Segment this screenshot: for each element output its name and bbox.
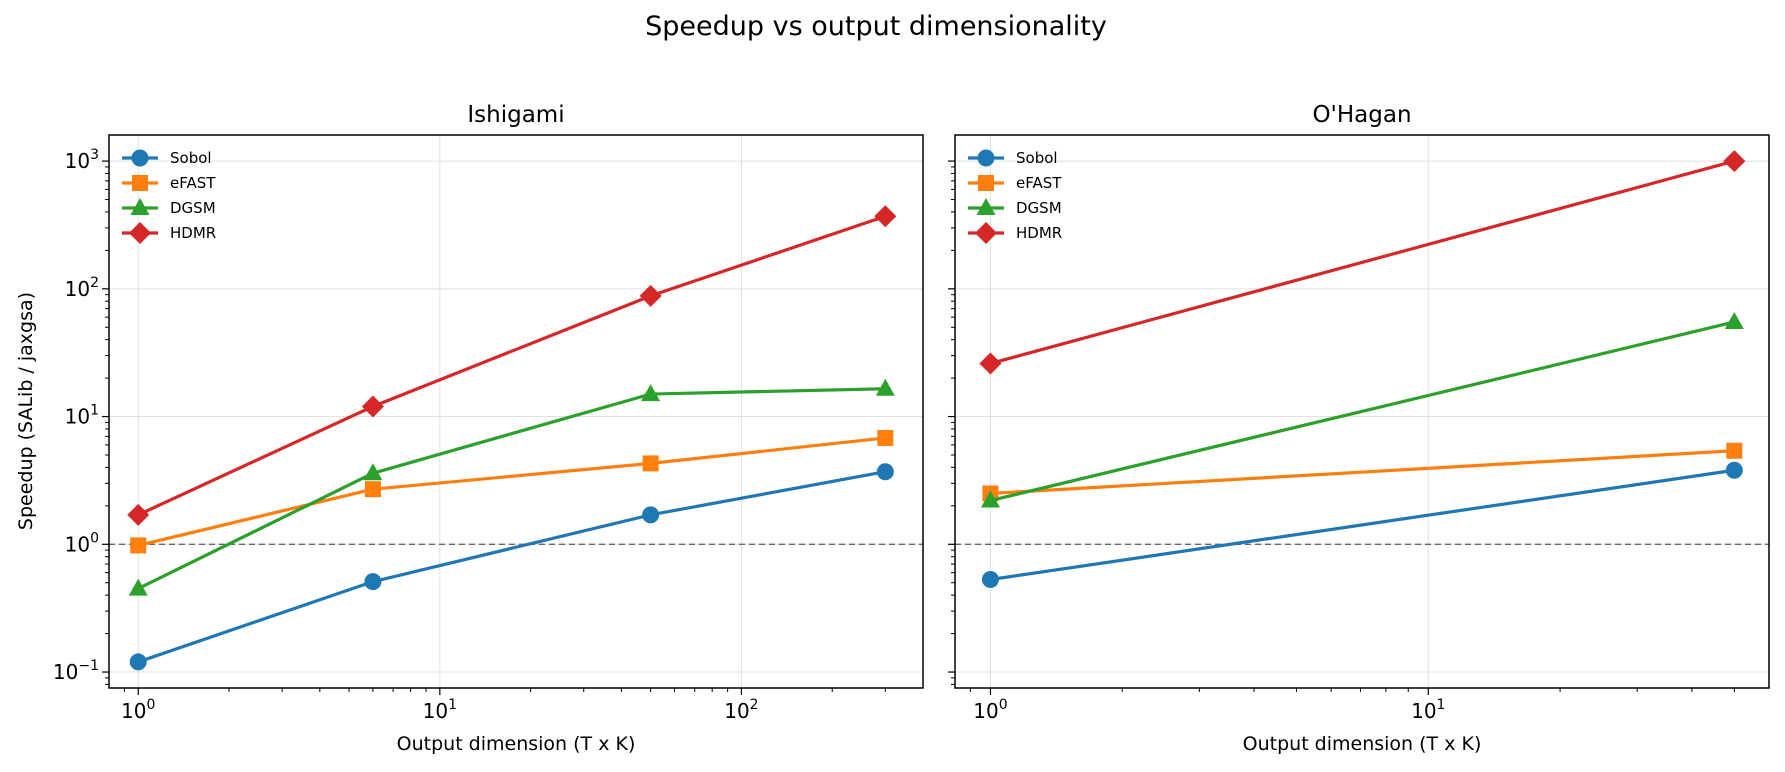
ishigami-point-hdmr	[127, 503, 150, 526]
ishigami-legend: Sobol eFAST DGSM HDMR	[122, 149, 216, 244]
figure-title: Speedup vs output dimensionality	[645, 11, 1107, 42]
ohagan-point-dgsm	[1724, 311, 1744, 329]
ohagan-point-hdmr	[1723, 150, 1746, 173]
ishigami-y-tick-label: 102	[65, 275, 99, 301]
ohagan-title: O'Hagan	[1312, 102, 1411, 128]
ishigami-x-axis-label: Output dimension (T x K)	[397, 733, 636, 755]
ohagan-plot-frame	[954, 134, 1770, 689]
ishigami-point-dgsm	[641, 384, 661, 402]
ohagan-legend-label-efast: eFAST	[1016, 174, 1062, 192]
ohagan-legend-label-sobol: Sobol	[1016, 149, 1058, 167]
ishigami-series-line-dgsm	[137, 387, 886, 591]
ishigami-point-sobol	[129, 653, 147, 671]
ishigami-point-dgsm	[363, 463, 383, 481]
ohagan-series-line-efast	[990, 449, 1735, 496]
ishigami-legend-marker-efast	[132, 175, 148, 191]
ohagan-legend: Sobol eFAST DGSM HDMR	[968, 149, 1062, 244]
ishigami-point-sobol	[642, 506, 660, 524]
ohagan-x-axis-label: Output dimension (T x K)	[1243, 733, 1482, 755]
ishigami-plot-frame	[108, 134, 924, 689]
ohagan-point-dgsm	[980, 490, 1000, 508]
ohagan-legend-label-hdmr: HDMR	[1016, 224, 1062, 242]
ohagan-legend-marker-efast	[978, 175, 994, 191]
ishigami-point-hdmr	[361, 395, 384, 418]
ohagan-legend-marker-dgsm	[976, 198, 996, 215]
ohagan-point-sobol	[981, 571, 999, 589]
ohagan-x-tick-label: 100	[973, 697, 1007, 723]
panel-ohagan: O'Hagan 100 101 Output dimension (T x K) Sob…	[948, 102, 1770, 755]
ishigami-point-efast	[364, 481, 381, 498]
ishigami-y-tick-label: 101	[65, 403, 99, 429]
ohagan-point-hdmr	[979, 352, 1002, 375]
ishigami-legend-marker-hdmr	[129, 222, 151, 244]
ishigami-point-efast	[642, 455, 659, 472]
ishigami-point-hdmr	[874, 205, 897, 228]
ohagan-series-line-dgsm	[990, 320, 1735, 503]
y-axis-label: Speedup (SALib / jaxgsa)	[15, 292, 37, 530]
ishigami-legend-label-hdmr: HDMR	[170, 224, 216, 242]
ohagan-x-tick-label: 101	[1411, 697, 1445, 723]
ishigami-y-tick-label: 103	[65, 147, 99, 173]
ishigami-point-efast	[130, 537, 147, 554]
ohagan-legend-marker-sobol	[977, 149, 995, 167]
ishigami-y-tick-label: 10−1	[53, 658, 99, 684]
ohagan-series-line-sobol	[990, 468, 1735, 582]
panel-ishigami: Ishigami 100 101 102 10−1 100 101 102 103 Output …	[53, 102, 924, 755]
ishigami-legend-marker-sobol	[131, 149, 149, 167]
ishigami-legend-label-sobol: Sobol	[170, 149, 212, 167]
ishigami-point-sobol	[364, 573, 382, 591]
ishigami-point-sobol	[876, 463, 894, 481]
ishigami-point-dgsm	[875, 378, 895, 396]
ishigami-series-line-sobol	[137, 470, 886, 664]
ishigami-y-tick-label: 100	[65, 530, 99, 556]
ishigami-series-line-hdmr	[137, 214, 886, 517]
ohagan-series-line-hdmr	[990, 159, 1735, 366]
ishigami-legend-label-dgsm: DGSM	[170, 199, 216, 217]
ohagan-legend-label-dgsm: DGSM	[1016, 199, 1062, 217]
ishigami-point-dgsm	[128, 578, 148, 596]
ishigami-x-tick-label: 101	[423, 697, 457, 723]
ishigami-x-tick-label: 100	[121, 697, 155, 723]
ishigami-legend-label-efast: eFAST	[170, 174, 216, 192]
ishigami-series-line-efast	[137, 436, 886, 547]
ohagan-point-efast	[1726, 442, 1743, 459]
ishigami-point-hdmr	[639, 284, 662, 307]
ishigami-title: Ishigami	[467, 102, 564, 128]
ishigami-legend-marker-dgsm	[130, 198, 150, 215]
ishigami-point-efast	[877, 429, 894, 446]
ishigami-x-tick-label: 102	[724, 697, 758, 723]
ohagan-legend-marker-hdmr	[975, 222, 997, 244]
ohagan-point-sobol	[1725, 461, 1743, 479]
